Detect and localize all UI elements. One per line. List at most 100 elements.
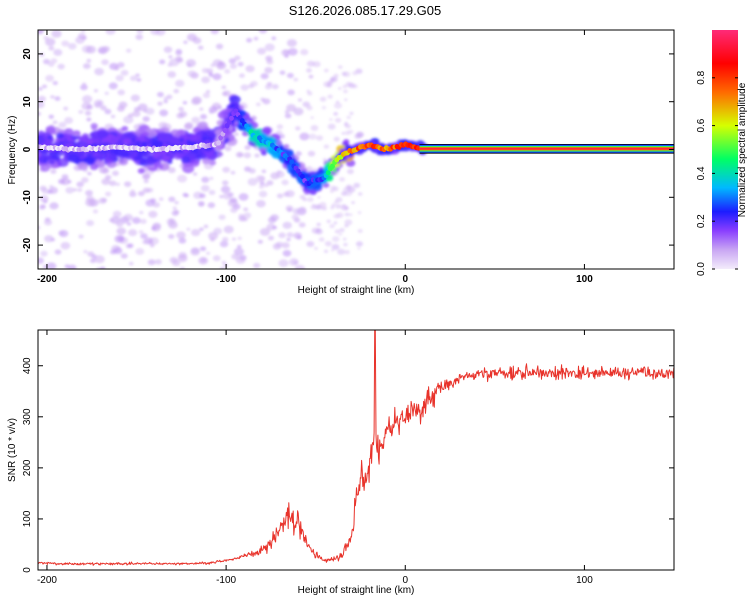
heatmap-cell [220,185,231,194]
heatmap-cell [319,96,327,102]
heatmap-cell [135,248,145,255]
heatmap-cell [78,234,84,239]
heatmap-cell [262,98,271,105]
heatmap-cell [129,75,138,82]
heatmap-cell [234,132,239,137]
heatmap-cell [322,158,328,162]
heatmap-cell [257,47,267,55]
heatmap-cell [199,246,207,252]
heatmap-cell [168,196,176,202]
heatmap-cell [306,196,314,203]
y-tick-label: 200 [22,459,33,476]
heatmap-cell [217,151,224,157]
heatmap-cell [330,77,336,82]
y-tick-label: 0 [22,146,33,152]
heatmap-cell [177,174,188,183]
heatmap-cell [113,247,123,255]
heatmap-cell [295,151,302,157]
heatmap-cell [337,248,346,255]
heatmap-cell [60,177,71,186]
heatmap-cell [123,213,133,222]
heatmap-cell [357,229,363,233]
heatmap-cell [38,111,42,116]
heatmap-cell [333,221,338,225]
heatmap-cell [319,201,327,208]
heatmap-cell [94,255,105,264]
snr-series-line [38,330,674,566]
heatmap-cell [207,202,216,209]
heatmap-cell [351,201,355,204]
heatmap-cell [178,137,185,143]
heatmap-cell [240,84,249,91]
spectrogram-x-ticks: -200 -100 0 100 [37,30,593,285]
heatmap-cell [89,258,96,264]
heatmap-cell [172,259,181,267]
colorbar-tick-label: 0.6 [696,118,707,132]
heatmap-cell [318,237,325,242]
heatmap-cell [233,247,244,256]
snr-x-axis-label: Height of straight line (km) [298,585,415,596]
heatmap-cell [117,89,126,96]
heatmap-cell [271,36,277,41]
heatmap-cell [253,36,259,41]
heatmap-cell [118,158,129,166]
heatmap-cell [138,230,144,234]
heatmap-cell [48,184,54,189]
heatmap-cell [270,214,279,221]
heatmap-cell [296,235,302,240]
heatmap-cell [173,209,180,215]
heatmap-cell [182,100,188,105]
heatmap-cell [184,123,193,130]
heatmap-cell [89,163,99,171]
x-tick-label: -200 [37,274,57,285]
heatmap-cell [342,187,350,193]
heatmap-cell [94,102,102,108]
heatmap-cell [45,74,55,82]
heatmap-cell [51,30,62,38]
heatmap-cell [305,68,312,73]
heatmap-cell [76,181,84,188]
heatmap-cell [145,107,155,115]
heatmap-cell [128,229,138,237]
heatmap-cell [286,237,291,242]
heatmap-cell [337,87,342,90]
heatmap-cell [114,66,120,71]
y-tick-label: 300 [22,408,33,425]
heatmap-cell [92,209,99,214]
heatmap-cell [248,168,256,174]
heatmap-cell [248,117,253,122]
heatmap-cell [197,121,209,130]
heatmap-cell [192,37,202,44]
heatmap-cell [141,142,148,147]
heatmap-cell [172,206,177,210]
heatmap-cell [58,121,67,129]
heatmap-cell [315,135,324,141]
heatmap-cell [38,86,43,91]
heatmap-cell [345,124,351,129]
y-tick-label: 400 [22,357,33,374]
heatmap-cell [332,186,339,192]
heatmap-cell [139,218,147,224]
heatmap-cell [286,232,294,238]
heatmap-cell [205,251,211,255]
heatmap-cell [284,54,289,58]
heatmap-cell [246,37,253,43]
heatmap-cell [87,171,92,176]
heatmap-cell [310,124,319,132]
heatmap-cell [139,137,146,142]
heatmap-cell [64,117,74,124]
heatmap-cell [331,243,340,251]
heatmap-cell [80,84,88,91]
heatmap-cell [137,168,145,174]
heatmap-cell [327,94,333,99]
heatmap-cell [201,67,209,74]
heatmap-cell [132,217,141,224]
heatmap-cell [286,39,297,47]
heatmap-cell [155,30,166,36]
heatmap-cell [234,55,241,61]
heatmap-cell [130,94,140,102]
heatmap-cell [237,236,242,240]
heatmap-cell [258,184,265,189]
heatmap-cell [182,192,188,197]
heatmap-cell [176,231,186,239]
